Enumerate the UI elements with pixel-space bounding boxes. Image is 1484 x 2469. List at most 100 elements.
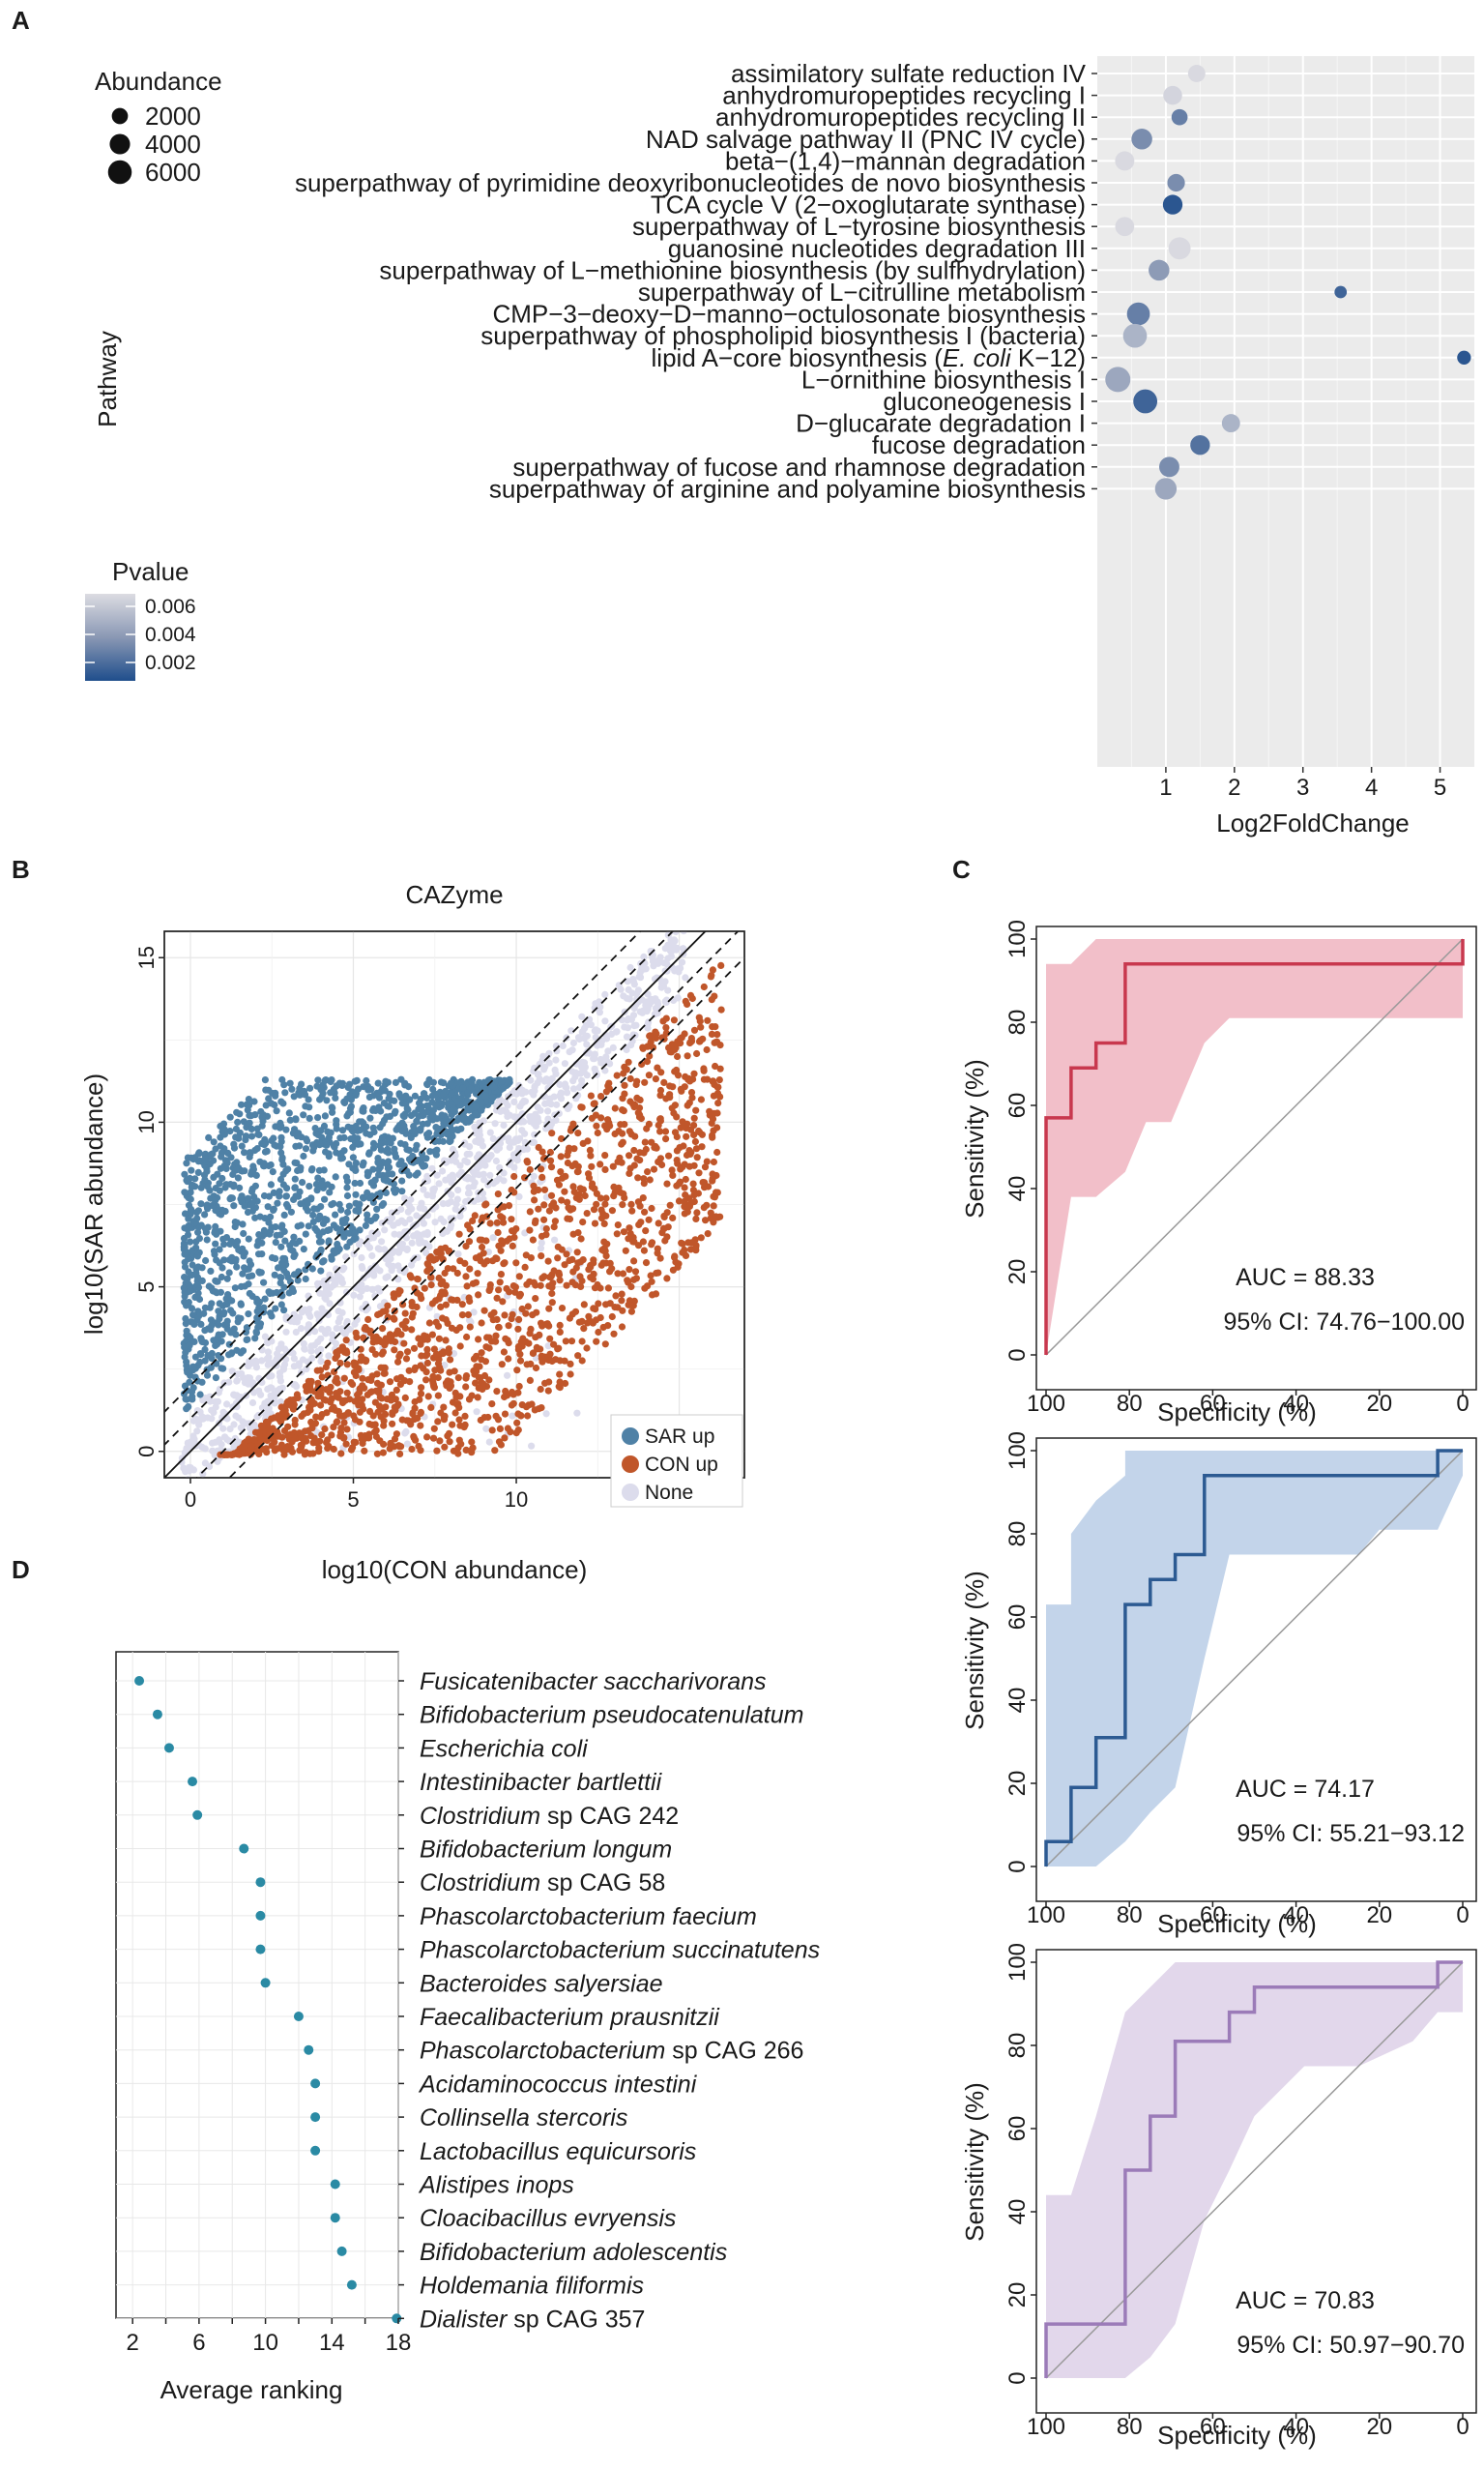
cazyme-point: [583, 1072, 591, 1079]
cazyme-point: [369, 1106, 377, 1114]
cazyme-point: [697, 1096, 706, 1103]
cazyme-point: [676, 1178, 684, 1186]
cazyme-point: [239, 1220, 247, 1228]
cazyme-point: [196, 1408, 204, 1416]
cazyme-point: [218, 1153, 225, 1161]
cazyme-point: [475, 1291, 482, 1299]
cazyme-point: [324, 1359, 332, 1367]
cazyme-point: [413, 1212, 421, 1220]
cazyme-point: [667, 953, 676, 960]
cazyme-point: [355, 1365, 363, 1372]
cazyme-point: [569, 1268, 577, 1276]
cazyme-point: [548, 1130, 556, 1137]
cazyme-point: [379, 1449, 387, 1456]
cazyme-point: [182, 1348, 189, 1357]
cazyme-point: [365, 1430, 373, 1438]
cazyme-point: [342, 1337, 350, 1344]
cazyme-point: [241, 1282, 248, 1290]
cazyme-point: [420, 1090, 427, 1098]
cazyme-point: [663, 1275, 671, 1282]
cazyme-point: [265, 1192, 273, 1200]
cazyme-point: [540, 1186, 549, 1193]
cazyme-point: [550, 1223, 558, 1231]
cazyme-point: [497, 1271, 506, 1279]
cazyme-point: [540, 1216, 548, 1223]
cazyme-point: [641, 1208, 649, 1216]
cazyme-point: [395, 1286, 403, 1294]
cazyme-point: [343, 1389, 351, 1396]
cazyme-point: [291, 1434, 299, 1442]
cazyme-point: [445, 1349, 452, 1357]
cazyme-point: [210, 1248, 218, 1255]
cazyme-point: [489, 1180, 498, 1188]
cazyme-point: [703, 1158, 711, 1165]
cazyme-point: [489, 1257, 497, 1265]
cazyme-point: [484, 1413, 492, 1422]
cazyme-point: [597, 1313, 604, 1322]
legend-label-con: CON up: [645, 1454, 718, 1476]
cazyme-point: [250, 1098, 258, 1105]
pathway-point: [1162, 194, 1183, 215]
cazyme-point: [212, 1288, 219, 1296]
cazyme-point: [373, 1450, 381, 1457]
species-point: [152, 1709, 162, 1719]
cazyme-point: [700, 1065, 708, 1073]
cazyme-point: [201, 1176, 209, 1184]
cazyme-point: [696, 1017, 704, 1025]
roc-curve: [1044, 939, 1465, 1355]
cazyme-point: [249, 1162, 257, 1170]
cazyme-point: [713, 1124, 721, 1132]
cazyme-point: [450, 1265, 457, 1273]
cazyme-point: [634, 1242, 643, 1249]
cazyme-point: [447, 1356, 454, 1364]
cazyme-point: [387, 1440, 394, 1448]
cazyme-point: [493, 1294, 501, 1302]
cazyme-point: [443, 1227, 451, 1235]
cazyme-point: [225, 1378, 233, 1386]
cazyme-point: [524, 1412, 532, 1420]
cazyme-point: [597, 1194, 605, 1202]
cazyme-point: [192, 1244, 200, 1251]
cazyme-point: [529, 1349, 538, 1357]
cazyme-point: [485, 1376, 493, 1384]
cazyme-point: [444, 1319, 451, 1327]
cazyme-point: [713, 1109, 721, 1117]
cazyme-point: [185, 1221, 192, 1230]
cazyme-point: [418, 1384, 425, 1392]
cazyme-point: [706, 1107, 713, 1115]
cazyme-point: [526, 1376, 535, 1384]
cazyme-point: [609, 1162, 617, 1170]
cazyme-point: [495, 1242, 503, 1249]
cazyme-point: [580, 1301, 588, 1308]
species-point: [255, 1877, 266, 1888]
cazyme-point: [424, 1103, 432, 1111]
cazyme-point: [434, 1322, 443, 1330]
cazyme-point: [620, 1228, 628, 1236]
cazyme-point: [682, 997, 689, 1005]
cazyme-point: [641, 1078, 649, 1086]
cazyme-point: [661, 1128, 670, 1135]
cazyme-point: [408, 1326, 416, 1334]
cazyme-point: [535, 1143, 542, 1152]
cazyme-point: [710, 1202, 717, 1210]
cazyme-point: [585, 1170, 593, 1178]
cazyme-point: [308, 1265, 316, 1273]
cazyme-point: [340, 1133, 348, 1141]
cazyme-point: [470, 1355, 479, 1363]
cazyme-point: [632, 1021, 640, 1029]
cazyme-point: [248, 1398, 257, 1407]
cazyme-point: [297, 1221, 305, 1229]
cazyme-point: [685, 1099, 693, 1106]
cazyme-point: [673, 1157, 681, 1164]
cazyme-point: [408, 1239, 416, 1247]
cazyme-point: [626, 1224, 633, 1232]
cazyme-point: [462, 1273, 470, 1280]
pathway-point: [1131, 129, 1152, 150]
cazyme-point: [462, 1100, 470, 1107]
cazyme-point: [275, 1412, 282, 1420]
cazyme-point: [513, 1367, 521, 1374]
cazyme-point: [238, 1192, 246, 1200]
cazyme-point: [340, 1374, 348, 1382]
cazyme-point: [432, 1101, 440, 1108]
cazyme-point: [681, 1197, 688, 1206]
